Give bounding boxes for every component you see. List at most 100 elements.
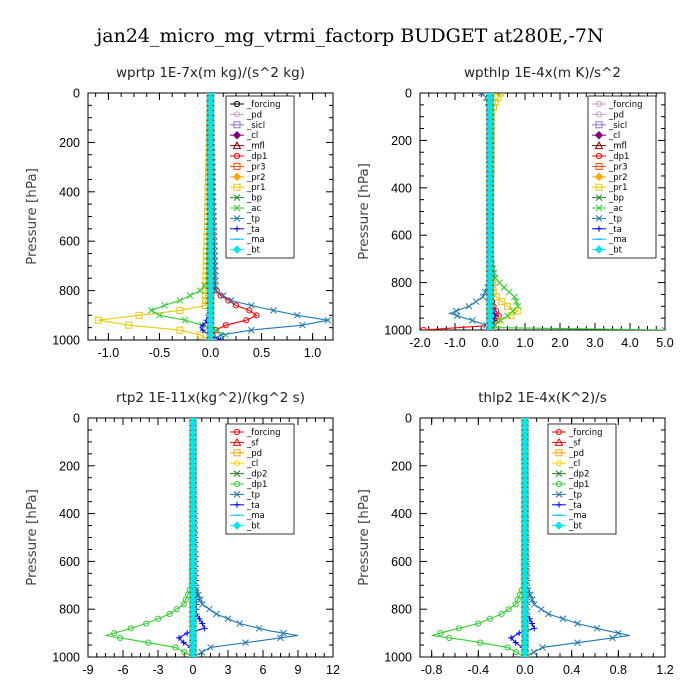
plot-frame <box>87 417 334 658</box>
x-tick-label: -0.4 <box>468 663 490 677</box>
data-point-tp <box>198 601 206 608</box>
y-tick-label: 800 <box>391 276 412 290</box>
legend-label: _sicl <box>246 121 265 131</box>
data-point-pr1 <box>94 316 102 324</box>
data-point-tp <box>247 326 255 334</box>
data-point-tp <box>270 307 277 314</box>
x-tick-label: 0.4 <box>563 663 580 677</box>
series-group <box>94 93 332 340</box>
data-point-ta <box>531 625 538 632</box>
panel-title: rtp2 1E-11x(kg^2)/(kg^2 s) <box>116 390 305 406</box>
data-point-tp <box>255 624 263 632</box>
legend-marker <box>233 111 241 118</box>
data-point-tp <box>227 297 235 304</box>
legend-label: _bt <box>608 246 623 256</box>
legend: _forcing_sf_pd_cl_dp2_dp1_tp_ta_ma_bt <box>225 423 295 535</box>
legend-marker <box>595 215 603 222</box>
y-axis-label: Pressure [hPa] <box>356 163 372 260</box>
chart-panel-2: wpthlp 1E-4x(m K)/s^2 Pressure [hPa] 0 200 4… <box>356 65 674 350</box>
data-point-tp <box>280 629 287 637</box>
legend-marker <box>232 437 242 446</box>
data-point-ac <box>201 282 208 290</box>
data-point-tp <box>530 648 538 656</box>
data-point-pr1 <box>514 307 522 315</box>
legend-marker <box>232 141 242 150</box>
legend-label: _cl <box>608 131 620 141</box>
legend-label: _ta <box>246 501 260 511</box>
data-point-tp <box>217 331 225 339</box>
y-tick-label: 600 <box>391 555 412 569</box>
legend-marker <box>233 215 241 222</box>
x-tick-label: 0.0 <box>481 336 498 350</box>
x-tick-label: 1.0 <box>304 346 321 360</box>
data-point-pr1 <box>498 298 506 306</box>
y-tick-label: 1000 <box>384 651 412 665</box>
legend-label: _dp2 <box>246 470 267 480</box>
x-tick-label: -6 <box>117 663 128 677</box>
legend-label: _ma <box>246 235 265 245</box>
data-point-dp1 <box>475 620 482 627</box>
data-point-ta <box>196 615 203 622</box>
data-point-ac <box>147 307 155 314</box>
data-point-ac <box>512 298 520 305</box>
legend-label: _tp <box>246 490 260 500</box>
data-point-tp <box>530 601 538 608</box>
data-point-dp1 <box>232 302 240 309</box>
series-group <box>431 418 631 657</box>
x-tick-label: 3 <box>225 663 232 677</box>
data-point-ta <box>508 634 514 641</box>
data-point-tp <box>207 644 214 651</box>
data-point-bt <box>206 335 215 340</box>
legend-label: _dp2 <box>568 470 589 480</box>
legend-marker <box>232 245 242 254</box>
y-tick-label: 1000 <box>52 334 80 348</box>
data-point-pr1 <box>176 306 184 314</box>
legend-marker <box>233 491 241 498</box>
data-point-tp <box>247 302 255 309</box>
legend-marker <box>556 501 562 508</box>
legend-marker <box>555 491 563 498</box>
data-point-tp <box>324 316 332 324</box>
data-point-tp <box>539 644 546 651</box>
data-point-dp1 <box>477 639 484 646</box>
data-point-ac <box>181 316 189 324</box>
panel-title: thlp2 1E-4x(K^2)/s <box>478 390 607 406</box>
chart-panels: wprtp 1E-7x(m kg)/(s^2 kg) Pressure [hPa]… <box>24 65 674 677</box>
data-point-ta <box>199 620 206 627</box>
data-point-tp <box>472 298 480 305</box>
data-point-dp1 <box>504 644 511 651</box>
y-tick-label: 800 <box>391 603 412 617</box>
data-point-tp <box>242 639 249 647</box>
y-tick-label: 200 <box>391 134 412 148</box>
y-tick-label: 600 <box>59 235 80 249</box>
data-point-tp <box>537 605 545 613</box>
legend-label: _bt <box>246 522 261 532</box>
legend-marker <box>233 183 241 191</box>
data-point-pr1 <box>176 326 184 334</box>
legend-marker <box>232 521 242 530</box>
legend-label: _sf <box>568 438 582 448</box>
legend-marker <box>554 437 564 446</box>
legend-label: _sf <box>246 438 260 448</box>
data-point-tp <box>212 610 220 618</box>
legend-label: _tp <box>608 214 622 224</box>
x-tick-label: 2.0 <box>551 336 568 350</box>
legend-label: _ma <box>608 235 627 245</box>
data-point-tp <box>205 605 213 613</box>
legend-marker <box>595 152 603 160</box>
chart-panel-3: rtp2 1E-11x(kg^2)/(kg^2 s) Pressure [hPa]… <box>24 390 340 677</box>
data-point-dp1 <box>253 312 260 319</box>
data-point-dp1 <box>243 317 250 324</box>
y-tick-label: 200 <box>59 136 80 150</box>
y-tick-label: 200 <box>59 459 80 473</box>
series-group <box>420 93 665 330</box>
data-point-bt <box>520 652 530 657</box>
y-tick-label: 600 <box>59 555 80 569</box>
data-point-tp <box>219 292 227 299</box>
x-tick-label: 12 <box>326 663 340 677</box>
legend-marker <box>595 100 603 108</box>
y-tick-label: 0 <box>73 412 80 426</box>
legend-marker <box>595 194 603 201</box>
legend-marker <box>595 162 603 170</box>
